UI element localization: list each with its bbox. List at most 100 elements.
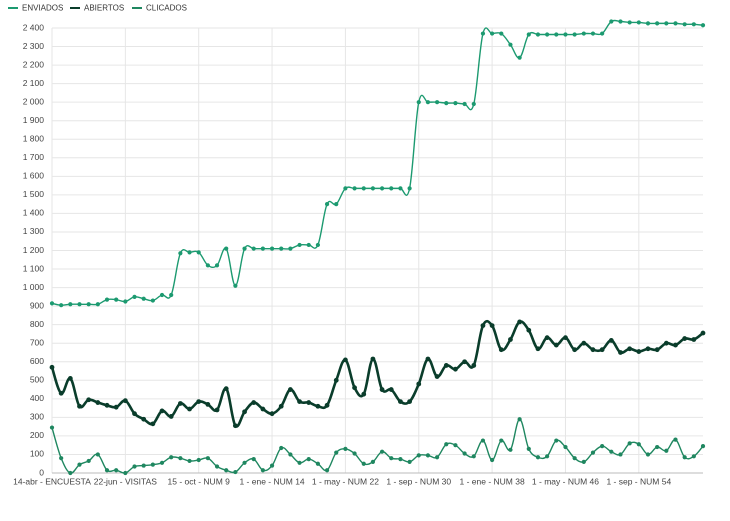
x-tick-label: 15 - oct - NUM 9 <box>168 476 231 486</box>
data-point <box>425 453 431 458</box>
data-point <box>462 451 467 456</box>
data-point <box>664 448 669 453</box>
y-tick-label: 1 200 <box>23 245 45 255</box>
data-point <box>324 202 330 207</box>
y-tick-label: 200 <box>30 430 44 440</box>
data-point <box>618 452 623 457</box>
data-point <box>609 449 614 454</box>
y-tick-label: 0 <box>39 467 44 477</box>
data-point <box>655 444 660 450</box>
data-point <box>682 22 687 27</box>
data-point <box>618 350 623 355</box>
data-point <box>471 101 476 107</box>
data-point <box>655 21 660 26</box>
data-point <box>416 381 422 387</box>
data-point <box>343 446 348 451</box>
data-point <box>86 458 91 464</box>
y-tick-label: 800 <box>30 319 44 329</box>
data-point <box>260 468 265 473</box>
data-point <box>398 399 403 405</box>
data-point <box>49 425 55 430</box>
y-tick-label: 300 <box>30 412 44 422</box>
data-point <box>700 330 706 336</box>
data-point <box>67 376 73 381</box>
data-point <box>334 202 339 207</box>
data-point <box>682 336 688 341</box>
data-point <box>242 460 247 465</box>
data-point <box>673 437 678 442</box>
data-point <box>480 31 486 36</box>
data-point <box>123 299 128 304</box>
data-point <box>49 364 55 370</box>
data-point <box>132 464 137 469</box>
data-point <box>232 423 238 429</box>
data-point <box>517 417 522 422</box>
data-point <box>581 31 586 36</box>
data-point <box>58 390 64 396</box>
data-point <box>169 455 174 460</box>
data-point <box>205 456 210 461</box>
y-tick-label: 2 100 <box>23 78 45 88</box>
data-point <box>462 359 468 365</box>
data-point <box>407 459 412 464</box>
data-point <box>77 302 82 307</box>
data-point <box>490 457 495 463</box>
data-point <box>77 403 82 409</box>
y-tick-label: 2 000 <box>23 96 45 106</box>
data-point <box>224 468 229 473</box>
y-tick-label: 2 200 <box>23 59 45 69</box>
data-point <box>77 462 82 467</box>
y-tick-label: 100 <box>30 449 44 459</box>
data-point <box>334 450 339 455</box>
data-point <box>553 342 559 348</box>
y-tick-label: 2 400 <box>23 22 45 32</box>
data-point <box>499 31 504 36</box>
data-point <box>178 251 183 256</box>
data-point <box>471 454 476 459</box>
data-point <box>297 460 302 465</box>
data-point <box>205 401 211 407</box>
x-tick-label: 1 - ene - NUM 38 <box>460 476 525 486</box>
data-point <box>150 462 155 467</box>
data-point <box>324 468 330 473</box>
legend-label: ENVIADOS <box>22 4 63 13</box>
data-point <box>306 242 311 248</box>
data-point <box>590 450 596 455</box>
data-point <box>196 399 202 405</box>
data-point <box>297 242 302 248</box>
data-point <box>141 296 146 301</box>
data-point <box>526 327 532 333</box>
data-point <box>352 186 357 191</box>
y-tick-label: 1 300 <box>23 226 45 236</box>
y-tick-label: 1 400 <box>23 208 45 218</box>
data-point <box>95 400 101 405</box>
data-point <box>370 186 376 191</box>
data-point <box>471 363 477 368</box>
data-point <box>443 363 449 368</box>
series-line <box>50 319 704 428</box>
data-point <box>572 456 577 461</box>
data-point <box>169 292 174 298</box>
data-point <box>654 347 660 353</box>
data-point <box>205 263 210 268</box>
data-point <box>287 387 293 392</box>
data-point <box>563 444 568 450</box>
data-point <box>599 347 605 353</box>
data-point <box>49 301 55 306</box>
data-point <box>535 346 541 352</box>
data-point <box>379 387 385 392</box>
data-point <box>242 409 247 415</box>
data-point <box>389 456 394 461</box>
data-point <box>352 385 357 391</box>
data-point <box>233 283 238 288</box>
data-point <box>260 406 266 412</box>
x-tick-label: 1 - sep - NUM 30 <box>386 476 451 486</box>
data-point <box>187 406 192 412</box>
data-point <box>434 374 440 379</box>
data-point <box>333 377 339 383</box>
y-tick-label: 900 <box>30 300 44 310</box>
data-point <box>279 246 284 251</box>
data-point <box>361 186 366 191</box>
data-point <box>114 468 119 473</box>
